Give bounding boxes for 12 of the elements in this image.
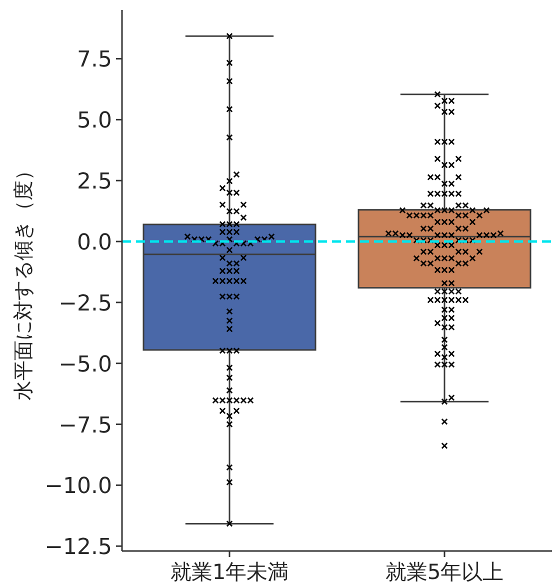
y-tick-label: 0.0	[77, 230, 112, 256]
x-tick-label: 就業5年以上	[385, 560, 504, 584]
y-tick-label: −7.5	[58, 413, 112, 438]
y-tick-label: −10.0	[44, 474, 112, 500]
y-tick-label: −2.5	[58, 291, 112, 316]
x-tick-label: 就業1年未満	[170, 560, 289, 584]
y-tick-label: −12.5	[44, 535, 112, 560]
y-tick-label: 5.0	[77, 108, 112, 134]
y-tick-label: 7.5	[77, 48, 112, 73]
y-tick-label: 2.5	[77, 170, 112, 195]
y-tick-label: −5.0	[58, 352, 112, 378]
y-axis-title: 水平面に対する傾き（度）	[11, 160, 35, 400]
